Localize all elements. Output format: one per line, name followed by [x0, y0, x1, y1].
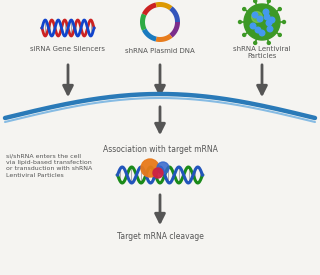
Text: shRNA Lentiviral
Particles: shRNA Lentiviral Particles — [233, 46, 291, 59]
Polygon shape — [169, 22, 180, 38]
Circle shape — [257, 16, 263, 22]
Circle shape — [252, 12, 258, 18]
Circle shape — [252, 12, 262, 22]
Polygon shape — [156, 34, 172, 42]
Circle shape — [157, 162, 169, 174]
Circle shape — [278, 34, 281, 36]
Circle shape — [263, 9, 269, 15]
Circle shape — [278, 8, 281, 10]
Text: si/shRNA enters the cell
via lipid-based transfection
or transduction with shRNA: si/shRNA enters the cell via lipid-based… — [6, 153, 92, 178]
Text: Association with target mRNA: Association with target mRNA — [103, 145, 217, 154]
Text: shRNA Plasmid DNA: shRNA Plasmid DNA — [125, 48, 195, 54]
Polygon shape — [169, 6, 180, 22]
Circle shape — [255, 27, 261, 33]
Circle shape — [267, 0, 270, 2]
Text: siRNA Gene Silencers: siRNA Gene Silencers — [30, 46, 106, 52]
Polygon shape — [156, 2, 172, 10]
Circle shape — [238, 21, 242, 23]
Circle shape — [250, 23, 256, 29]
Circle shape — [254, 0, 257, 2]
Circle shape — [267, 42, 270, 45]
Circle shape — [283, 21, 285, 23]
Circle shape — [153, 168, 163, 178]
Circle shape — [243, 34, 246, 36]
Polygon shape — [244, 4, 280, 40]
Circle shape — [264, 14, 270, 20]
Polygon shape — [142, 29, 157, 42]
Circle shape — [267, 26, 273, 32]
Circle shape — [141, 159, 159, 177]
Polygon shape — [142, 2, 157, 15]
Circle shape — [243, 8, 246, 10]
Circle shape — [266, 20, 272, 26]
Circle shape — [259, 30, 265, 36]
Polygon shape — [140, 13, 147, 31]
Text: Target mRNA cleavage: Target mRNA cleavage — [116, 232, 204, 241]
Circle shape — [254, 42, 257, 45]
Circle shape — [269, 17, 275, 23]
